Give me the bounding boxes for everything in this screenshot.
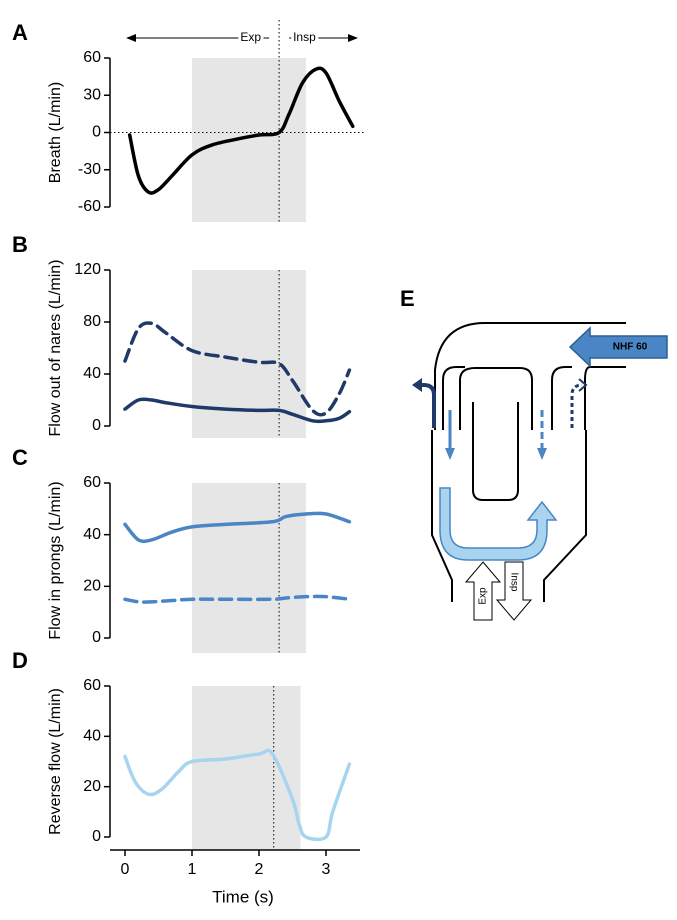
y-tick-label: 40: [83, 526, 101, 543]
series-line: [123, 321, 352, 417]
y-tick-label: 60: [83, 49, 101, 66]
y-tick-label: 60: [83, 677, 101, 694]
x-tick-label: 0: [121, 861, 130, 878]
y-axis-label: Flow out of nares (L/min): [47, 260, 64, 437]
exp-label: Exp: [478, 587, 489, 605]
nhf-arrow: [568, 326, 668, 368]
x-tick-label: 2: [255, 861, 264, 878]
x-tick-label: 1: [188, 861, 197, 878]
series-line: [123, 397, 352, 424]
y-tick-label: 60: [83, 474, 101, 491]
y-tick-label: 120: [74, 261, 101, 278]
y-tick-label: 0: [92, 629, 101, 646]
y-axis-label: Breath (L/min): [47, 82, 64, 183]
y-tick-label: 20: [83, 578, 101, 595]
panel-label: B: [12, 232, 28, 257]
arrow-head: [126, 34, 136, 42]
y-tick-label: 30: [83, 86, 101, 103]
x-tick-label: 3: [322, 861, 331, 878]
nhf-label: NHF 60: [613, 342, 648, 353]
reverse-flow-arrow: [439, 487, 558, 561]
y-axis-label: Flow in prongs (L/min): [47, 481, 64, 639]
y-tick-label: 0: [92, 124, 101, 141]
shaded-region: [192, 483, 306, 653]
diagram: E NHF 60 Exp Insp: [400, 286, 668, 621]
outer-wall: [584, 366, 626, 430]
flow-arrow: [570, 383, 583, 428]
y-tick-label: -30: [78, 161, 101, 178]
panel-label: E: [400, 286, 415, 311]
y-tick-label: 40: [83, 365, 101, 382]
panel-label: A: [12, 20, 28, 45]
shaded-region: [192, 686, 301, 850]
y-tick-label: 40: [83, 728, 101, 745]
y-tick-label: -60: [78, 198, 101, 215]
x-axis-label: Time (s): [212, 887, 274, 906]
outer-wall: [434, 322, 626, 430]
panel-label: C: [12, 445, 28, 470]
septum: [472, 402, 519, 501]
shaded-region: [192, 58, 306, 222]
y-tick-label: 20: [83, 778, 101, 795]
prong: [459, 367, 533, 430]
outer-wall: [431, 430, 453, 602]
series-line: [123, 748, 352, 842]
prong: [551, 366, 572, 430]
annotation: Exp: [240, 30, 261, 44]
panel-label: D: [12, 648, 28, 673]
y-tick-label: 0: [92, 417, 101, 434]
prong: [442, 366, 465, 430]
arrow-head: [537, 448, 547, 460]
insp-label: Insp: [508, 573, 519, 592]
series-line: [127, 66, 355, 195]
y-axis-label: Reverse flow (L/min): [47, 688, 64, 835]
series-line: [123, 511, 352, 544]
insp-arrow: [495, 561, 533, 621]
arrow-head: [348, 34, 358, 42]
flow-arrow: [418, 383, 436, 428]
arrow-head: [412, 378, 422, 392]
y-tick-label: 0: [92, 828, 101, 845]
outer-wall: [543, 430, 587, 602]
arrow-head: [578, 378, 588, 392]
y-tick-label: 80: [83, 313, 101, 330]
arrow-head: [445, 448, 455, 460]
exp-arrow: [464, 561, 502, 621]
series-line: [123, 594, 352, 604]
annotation: Insp: [293, 30, 316, 44]
